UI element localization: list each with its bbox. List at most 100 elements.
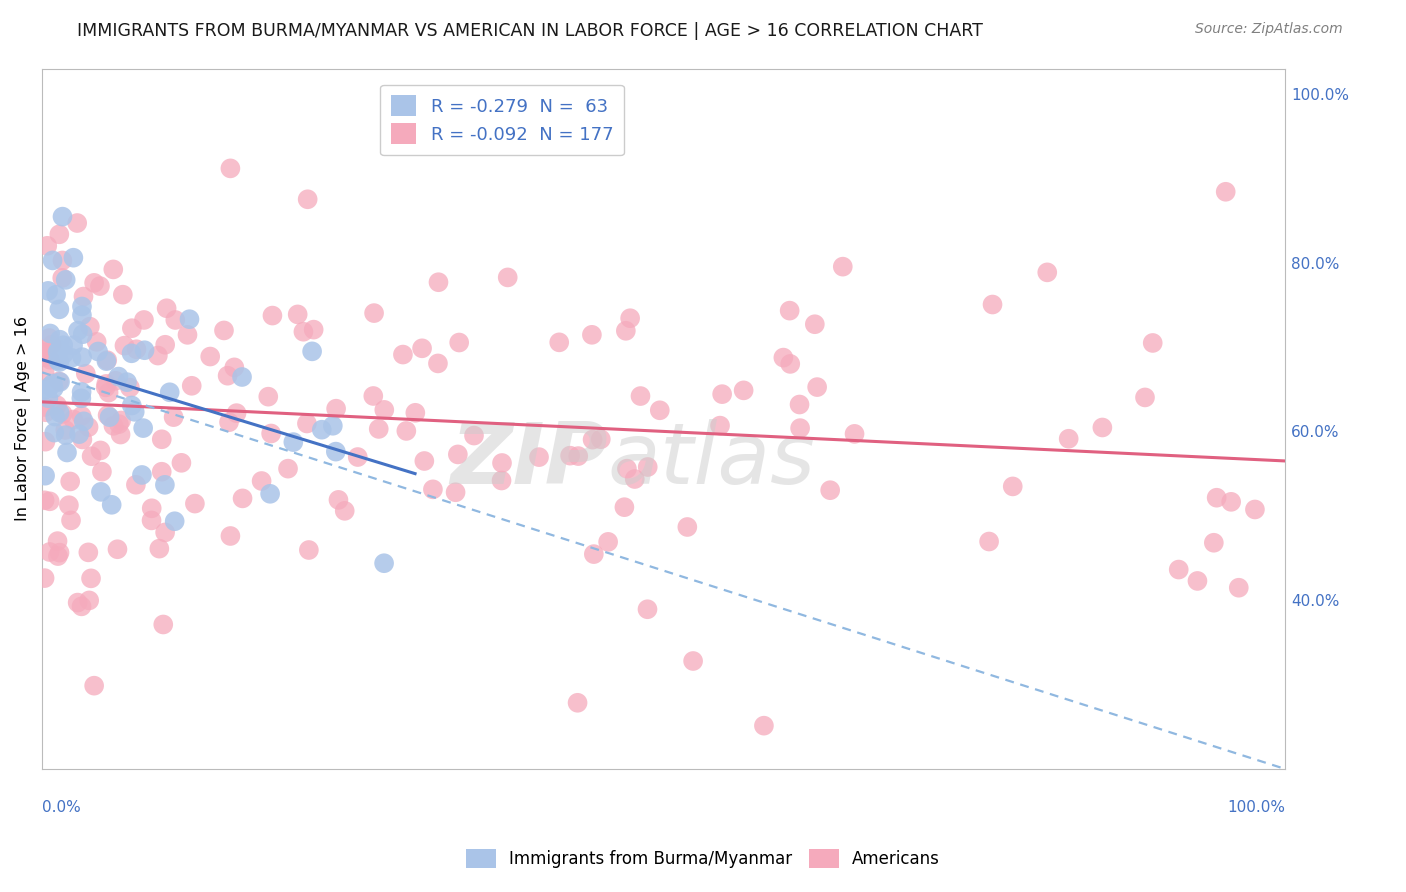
Point	[217, 368, 239, 383]
Point	[66, 216, 89, 230]
Point	[637, 460, 659, 475]
Point	[558, 449, 581, 463]
Point	[1001, 479, 1024, 493]
Point	[411, 341, 433, 355]
Point	[287, 307, 309, 321]
Point	[152, 617, 174, 632]
Point	[165, 313, 187, 327]
Point	[283, 435, 305, 450]
Point	[53, 423, 76, 437]
Point	[311, 423, 333, 437]
Point	[48, 302, 70, 317]
Text: 0.0%: 0.0%	[42, 799, 82, 814]
Point	[121, 321, 143, 335]
Point	[1244, 502, 1267, 516]
Point	[1133, 391, 1156, 405]
Point	[66, 596, 89, 610]
Point	[676, 520, 699, 534]
Point	[325, 444, 347, 458]
Point	[39, 352, 62, 367]
Point	[581, 433, 603, 447]
Point	[46, 353, 69, 368]
Point	[333, 504, 356, 518]
Point	[34, 468, 56, 483]
Point	[110, 427, 132, 442]
Point	[619, 311, 641, 326]
Point	[1202, 535, 1225, 549]
Point	[107, 369, 129, 384]
Point	[212, 323, 235, 337]
Point	[34, 400, 56, 414]
Point	[70, 392, 93, 406]
Point	[844, 426, 866, 441]
Point	[806, 380, 828, 394]
Point	[153, 478, 176, 492]
Point	[218, 415, 240, 429]
Point	[103, 418, 125, 433]
Point	[62, 251, 84, 265]
Point	[752, 719, 775, 733]
Point	[630, 389, 652, 403]
Point	[1220, 495, 1243, 509]
Point	[97, 409, 120, 423]
Point	[39, 379, 62, 393]
Point	[392, 347, 415, 361]
Point	[804, 317, 827, 331]
Legend: Immigrants from Burma/Myanmar, Americans: Immigrants from Burma/Myanmar, Americans	[460, 842, 946, 875]
Point	[70, 350, 93, 364]
Point	[582, 547, 605, 561]
Point	[772, 351, 794, 365]
Point	[232, 491, 254, 506]
Point	[51, 253, 73, 268]
Point	[224, 360, 246, 375]
Point	[77, 420, 100, 434]
Point	[59, 475, 82, 489]
Point	[51, 271, 73, 285]
Point	[70, 409, 93, 423]
Point	[711, 387, 734, 401]
Point	[46, 344, 69, 359]
Point	[132, 421, 155, 435]
Point	[52, 338, 75, 352]
Point	[91, 465, 114, 479]
Point	[131, 467, 153, 482]
Point	[413, 454, 436, 468]
Point	[277, 461, 299, 475]
Point	[295, 417, 318, 431]
Point	[1057, 432, 1080, 446]
Point	[156, 301, 179, 316]
Text: 100.0%: 100.0%	[1227, 799, 1285, 814]
Point	[110, 413, 132, 427]
Point	[70, 599, 93, 614]
Point	[134, 343, 156, 358]
Point	[34, 493, 56, 508]
Point	[77, 545, 100, 559]
Point	[121, 399, 143, 413]
Point	[107, 542, 129, 557]
Point	[125, 343, 148, 357]
Point	[527, 450, 550, 464]
Point	[83, 679, 105, 693]
Point	[567, 696, 589, 710]
Point	[225, 406, 247, 420]
Point	[250, 474, 273, 488]
Point	[125, 477, 148, 491]
Point	[328, 492, 350, 507]
Point	[104, 374, 127, 388]
Point	[55, 273, 77, 287]
Point	[589, 432, 612, 446]
Point	[67, 427, 90, 442]
Point	[1167, 563, 1189, 577]
Point	[38, 545, 60, 559]
Point	[141, 513, 163, 527]
Point	[73, 414, 96, 428]
Point	[1091, 420, 1114, 434]
Point	[637, 602, 659, 616]
Point	[83, 276, 105, 290]
Point	[623, 472, 645, 486]
Point	[34, 383, 56, 397]
Point	[118, 381, 141, 395]
Point	[1142, 335, 1164, 350]
Y-axis label: In Labor Force | Age > 16: In Labor Force | Age > 16	[15, 317, 31, 521]
Point	[373, 556, 395, 570]
